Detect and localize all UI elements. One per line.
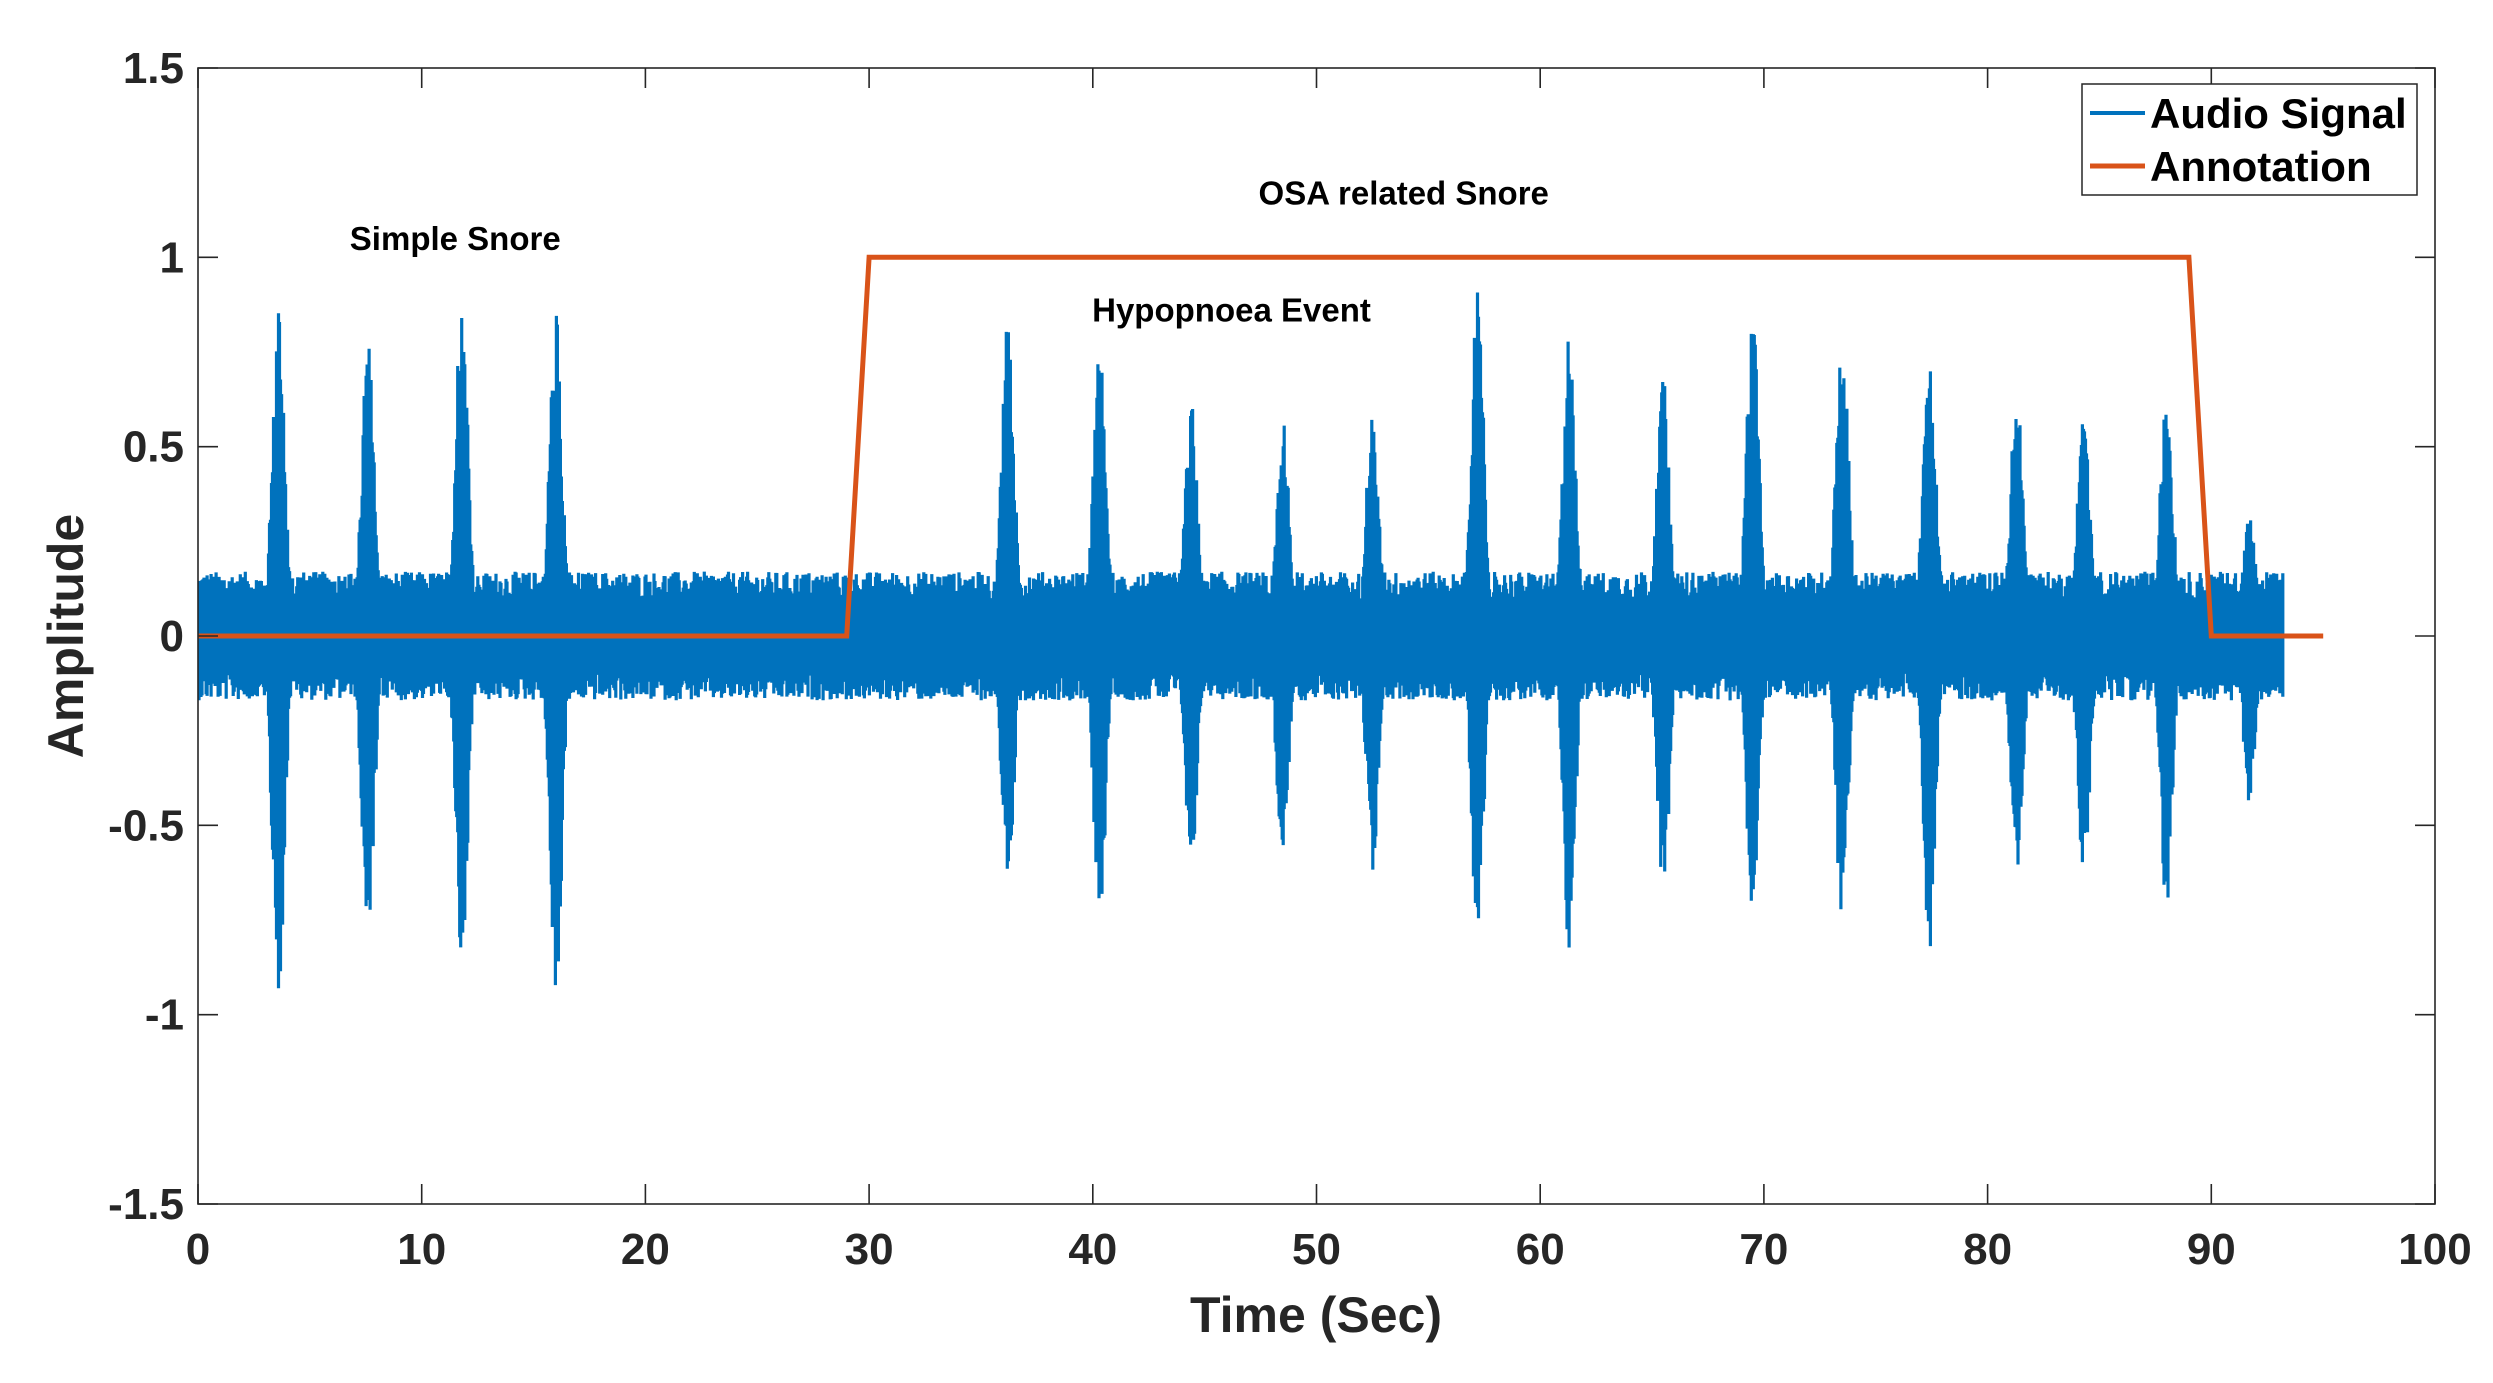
x-tick-label: 30 [845, 1225, 894, 1274]
x-tick-label: 50 [1292, 1225, 1341, 1274]
y-tick-label: 0.5 [123, 423, 184, 472]
x-tick-label: 0 [186, 1225, 210, 1274]
x-tick-label: 90 [2187, 1225, 2236, 1274]
legend-box [2081, 83, 2418, 196]
x-tick-label: 20 [621, 1225, 670, 1274]
series-annotation [198, 254, 2324, 639]
legend-label-annotation: Annotation [2150, 143, 2372, 190]
legend: Audio Signal Annotation [2081, 83, 2418, 196]
y-tick-label: -0.5 [108, 801, 184, 850]
x-tick-label: 100 [2398, 1225, 2471, 1274]
axes-layer: 0 10 20 30 40 50 60 70 80 90 100 -1.5 -1 -0.5 0 0.5 1 1.5 [108, 44, 2472, 1274]
chart-annotation: OSA related Snore [1259, 174, 1549, 211]
y-tick-label: -1.5 [108, 1180, 184, 1229]
y-tick-label: 1.5 [123, 44, 184, 93]
x-tick-label: 60 [1516, 1225, 1565, 1274]
y-tick-label: 0 [160, 612, 184, 661]
chart-annotation: Simple Snore [350, 220, 561, 257]
y-tick-label: -1 [145, 991, 184, 1040]
legend-label-audio-signal: Audio Signal [2150, 90, 2407, 137]
series-layer [198, 254, 2324, 989]
x-tick-label: 70 [1739, 1225, 1788, 1274]
x-tick-label: 40 [1068, 1225, 1117, 1274]
y-axis-label: Amplitude [38, 514, 94, 758]
chart-annotation: Hypopnoea Event [1092, 292, 1371, 329]
x-tick-label: 10 [397, 1225, 446, 1274]
y-tick-label: 1 [160, 233, 184, 282]
annotation-layer: Simple Snore OSA related Snore Hypopnoea E… [350, 174, 1549, 328]
x-tick-label: 80 [1963, 1225, 2012, 1274]
x-axis-label: Time (Sec) [1190, 1287, 1442, 1343]
